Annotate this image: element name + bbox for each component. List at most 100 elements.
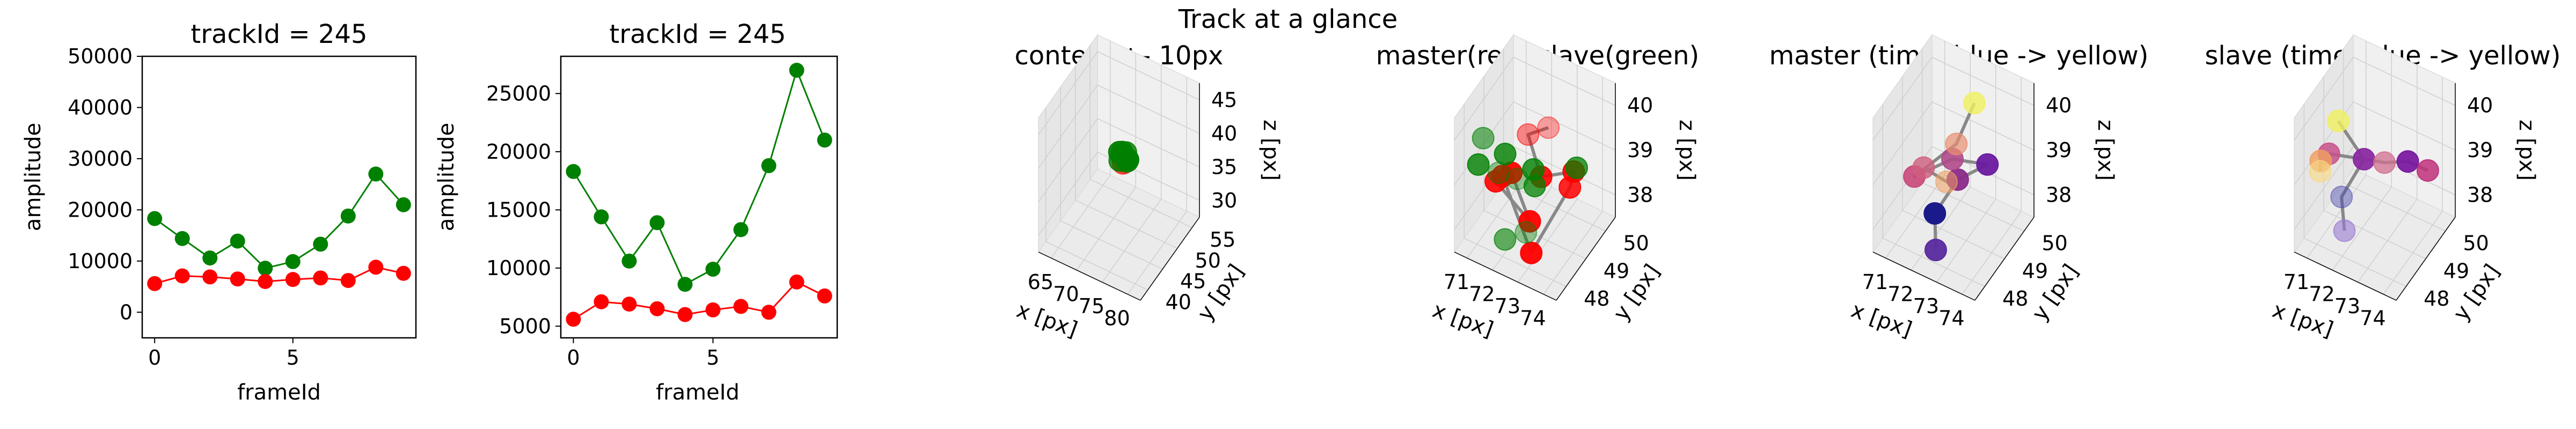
data-point-s1-8 <box>789 274 804 290</box>
z-axis-label: z [px] <box>1258 120 1283 181</box>
scatter-point-1 <box>2333 219 2356 242</box>
y-tick-label: 50 <box>1623 232 1649 255</box>
scatter-point-11 <box>1467 153 1490 176</box>
amplitude-chart-2: trackId = 245 frameId amplitude 0 5 5000 10… <box>434 19 838 405</box>
data-point-s1-9 <box>396 265 411 281</box>
data-point-s1-7 <box>761 305 777 320</box>
x-tick-label: 71 <box>2284 270 2309 294</box>
z-tick-label: 40 <box>2046 94 2072 117</box>
series-line-1 <box>573 281 825 320</box>
scatter-point-7 <box>1520 241 1543 264</box>
scatter-point-6 <box>2373 151 2396 174</box>
data-point-s0-6 <box>733 222 749 238</box>
data-point-s0-9 <box>817 132 832 148</box>
y-tick-label: 45 <box>1180 270 1206 293</box>
y-tick-label: 15000 <box>486 198 551 221</box>
scatter-point-0 <box>1923 202 1946 225</box>
plot-frame <box>141 55 417 339</box>
chart-1-xlabel: frameId <box>237 380 321 405</box>
scatter-point-17 <box>1522 158 1545 181</box>
x-tick-label: 74 <box>2360 307 2385 330</box>
scatter-point-19 <box>1494 228 1517 251</box>
x-tick-label: 73 <box>1913 294 1939 318</box>
grid-line-y <box>1902 76 2005 260</box>
data-point-s0-3 <box>649 215 665 231</box>
y-axis-line <box>1974 217 2035 301</box>
z-axis-label: z [px] <box>2514 120 2539 181</box>
z-tick-label: 38 <box>2046 183 2072 206</box>
x-tick-label: 74 <box>1938 307 1964 330</box>
chart-2-xlabel: frameId <box>656 380 740 405</box>
track-line-2 <box>1501 175 1533 254</box>
scatter-point-16 <box>1565 156 1588 179</box>
data-point-s0-3 <box>230 233 245 249</box>
data-point-s0-1 <box>594 209 609 225</box>
x-tick-label: 74 <box>1520 307 1546 330</box>
data-point-s1-8 <box>368 260 384 275</box>
scatter-point-3 <box>2352 147 2375 171</box>
grid-line-x <box>1936 65 1996 283</box>
x-tick-label: 73 <box>1495 294 1520 318</box>
scatter-point-5 <box>1558 176 1582 199</box>
grid-line-z <box>1038 84 1200 169</box>
grid-line-y <box>1045 107 1148 291</box>
data-point-s1-3 <box>649 301 665 316</box>
scatter-point-13 <box>1487 161 1510 184</box>
x-tick-label: 5 <box>706 346 719 369</box>
y-tick-label: 49 <box>2443 259 2469 283</box>
series-line-1 <box>154 266 404 285</box>
data-point-s1-4 <box>677 307 693 322</box>
data-point-s0-7 <box>340 208 356 224</box>
data-point-s0-8 <box>789 63 804 78</box>
data-point-s0-0 <box>566 164 581 179</box>
scatter-point-12 <box>1494 143 1517 166</box>
chart-1-ylabel: amplitude <box>21 123 46 231</box>
z-tick-label: 35 <box>1211 155 1237 179</box>
scatter-point-1 <box>1924 239 1947 262</box>
y-tick-label: 0 <box>120 300 133 324</box>
grid-line-x <box>1102 65 1162 283</box>
chart-1-title: trackId = 245 <box>191 19 367 49</box>
grid-line-y <box>1483 76 1586 260</box>
z-tick-label: 39 <box>2046 138 2072 162</box>
scatter-point-4 <box>2416 159 2439 182</box>
y-tick-label: 50000 <box>68 45 133 68</box>
data-point-s1-9 <box>817 288 832 304</box>
grid-line-x <box>2358 65 2418 283</box>
x-tick-label: 72 <box>1469 283 1495 306</box>
scatter-point-9 <box>1963 92 1986 115</box>
x-tick-label: 75 <box>1079 294 1104 318</box>
data-point-s0-4 <box>258 261 273 276</box>
grid-line-z <box>1038 151 1200 236</box>
y-tick-label: 10000 <box>486 256 551 280</box>
x-tick-label: 71 <box>1862 270 1888 294</box>
grid-line-z <box>1872 56 2035 141</box>
y-tick-label: 40 <box>1166 290 1191 314</box>
z-tick-label: 45 <box>1211 88 1237 112</box>
data-point-s0-0 <box>147 211 163 226</box>
grid-line-x <box>2307 41 2367 258</box>
scatter-point-9 <box>1110 140 1133 164</box>
x-tick-label: 70 <box>1053 283 1079 306</box>
track-line-0 <box>1526 126 1576 254</box>
z-tick-label: 39 <box>2467 138 2493 162</box>
data-point-s0-8 <box>368 166 384 182</box>
x-axis-line <box>1454 252 1557 301</box>
grid-line-x <box>2332 53 2392 271</box>
y-tick-label: 48 <box>2424 287 2449 310</box>
x-tick-label: 73 <box>2334 294 2360 318</box>
scatter-point-10 <box>1472 127 1495 150</box>
x-axis-line <box>1038 252 1141 301</box>
y-tick-label: 49 <box>2022 259 2048 283</box>
scatter-point-1 <box>1517 123 1540 146</box>
data-point-s1-0 <box>147 276 163 291</box>
y-tick-label: 5000 <box>499 314 551 338</box>
data-point-s1-5 <box>285 272 301 287</box>
grid-line-z <box>1872 101 2035 186</box>
slave-time-3d-plot: slave (time: blue -> yellow) 71727374484… <box>2205 33 2561 342</box>
x-tick-label: 5 <box>287 346 299 369</box>
y-tick-label: 55 <box>1210 228 1235 252</box>
x-tick-label: 0 <box>567 346 580 369</box>
y-axis-line <box>1556 217 1616 301</box>
data-point-s1-1 <box>174 268 190 284</box>
